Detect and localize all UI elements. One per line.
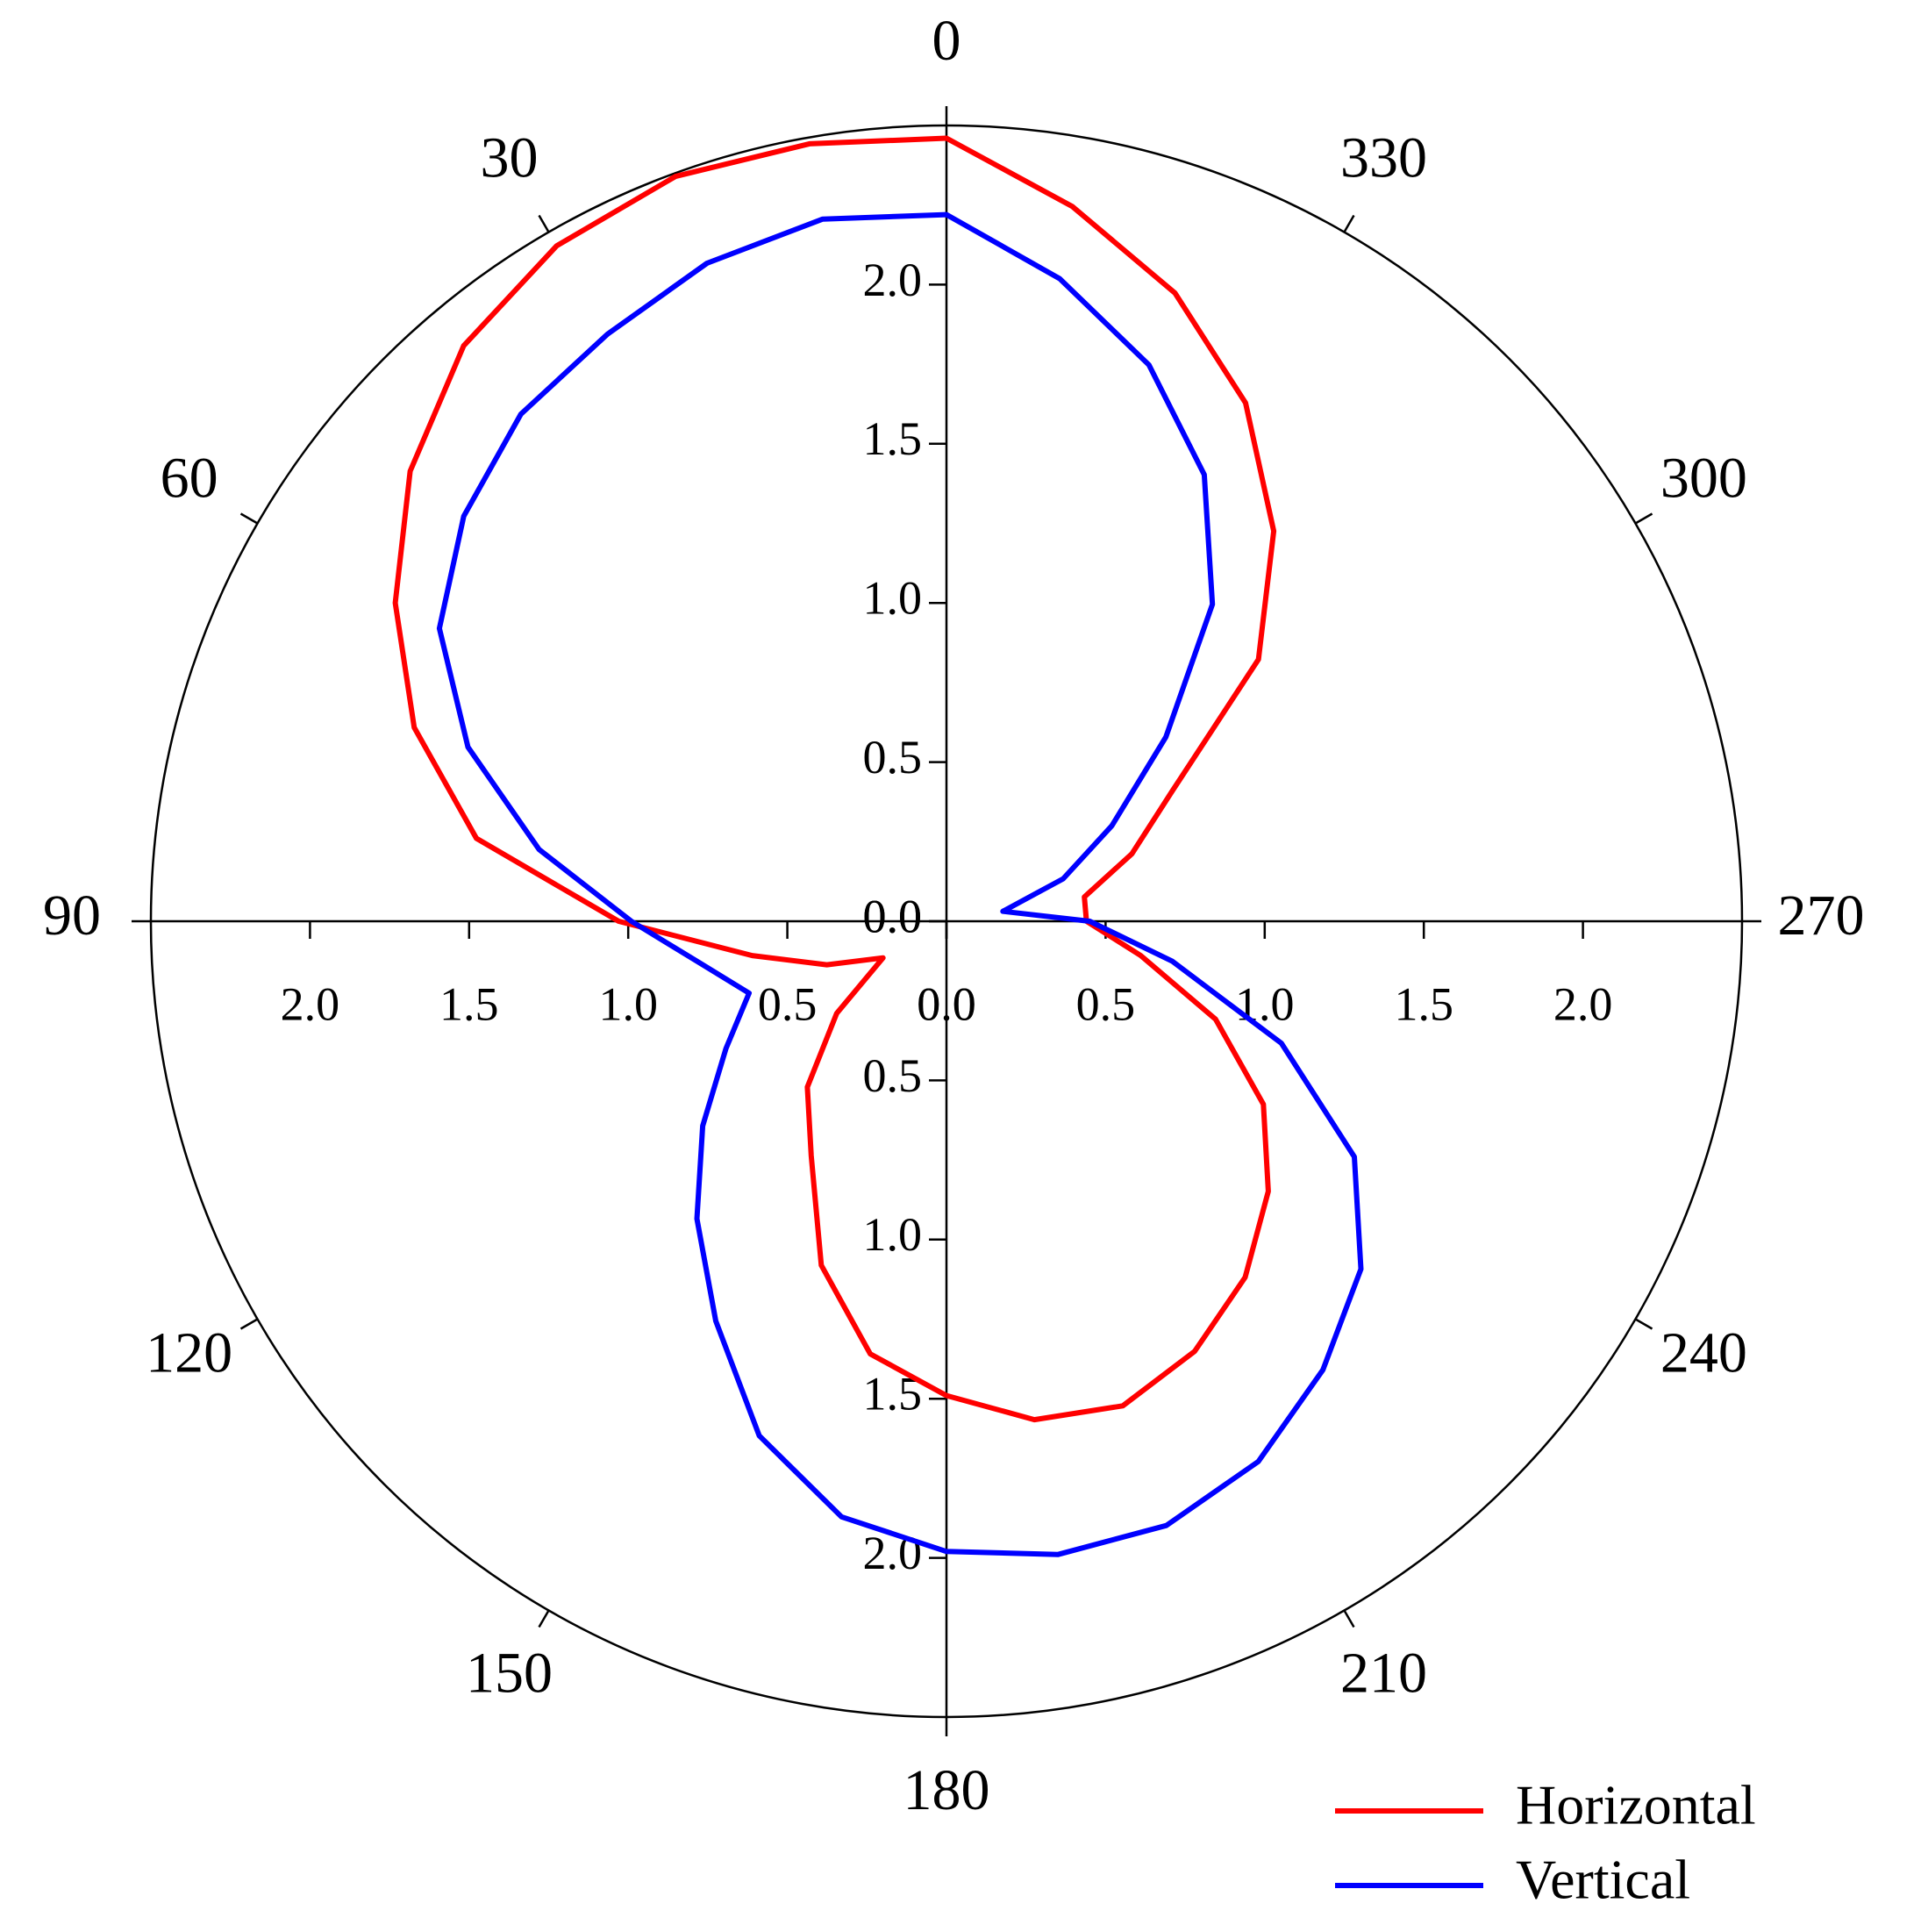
angle-label: 210 [1340, 1642, 1427, 1706]
angle-label: 240 [1660, 1321, 1747, 1385]
r-tick-label: 0.0 [863, 890, 923, 942]
r-tick-label: 0.0 [863, 890, 923, 942]
legend-label: Horizontal [1516, 1774, 1756, 1836]
angle-label: 180 [903, 1758, 990, 1822]
angle-tick [1634, 1318, 1653, 1330]
r-tick-label: 1.5 [1394, 977, 1453, 1030]
r-tick-label: 0.5 [863, 1049, 923, 1102]
angle-label: 90 [43, 884, 101, 948]
series-line [436, 211, 1364, 1557]
r-tick-label: 2.0 [281, 977, 340, 1030]
r-tick-label: 0.5 [863, 731, 923, 784]
r-tick-label: 0.5 [758, 977, 818, 1030]
angle-label: 0 [932, 9, 961, 73]
r-tick-label: 1.0 [863, 572, 923, 625]
r-tick-label: 1.0 [1235, 977, 1295, 1030]
angle-tick [538, 1609, 550, 1628]
angle-label: 120 [146, 1321, 232, 1385]
angle-label: 270 [1778, 884, 1865, 948]
r-tick-label: 1.5 [439, 977, 499, 1030]
r-tick-label: 1.5 [863, 412, 923, 465]
angle-label: 300 [1660, 447, 1747, 511]
angle-tick [1343, 1609, 1355, 1628]
r-tick-label: 0.5 [1076, 977, 1136, 1030]
r-tick-label: 2.0 [1553, 977, 1613, 1030]
angle-label: 150 [466, 1642, 553, 1706]
angle-label: 60 [161, 447, 218, 511]
series-line [392, 135, 1277, 1423]
angle-tick [1634, 512, 1653, 525]
angle-label: 30 [481, 126, 539, 190]
angle-label: 330 [1340, 126, 1427, 190]
angle-tick [239, 1318, 259, 1330]
r-tick-label: 2.0 [863, 254, 923, 306]
angle-tick [538, 214, 550, 233]
r-tick-label: 1.0 [598, 977, 658, 1030]
r-tick-label: 1.0 [863, 1208, 923, 1261]
r-tick-label: 0.0 [917, 977, 976, 1030]
angle-tick [1343, 214, 1355, 233]
r-tick-label: 0.0 [917, 977, 976, 1030]
legend-label: Vertical [1516, 1849, 1690, 1911]
angle-tick [239, 512, 259, 525]
